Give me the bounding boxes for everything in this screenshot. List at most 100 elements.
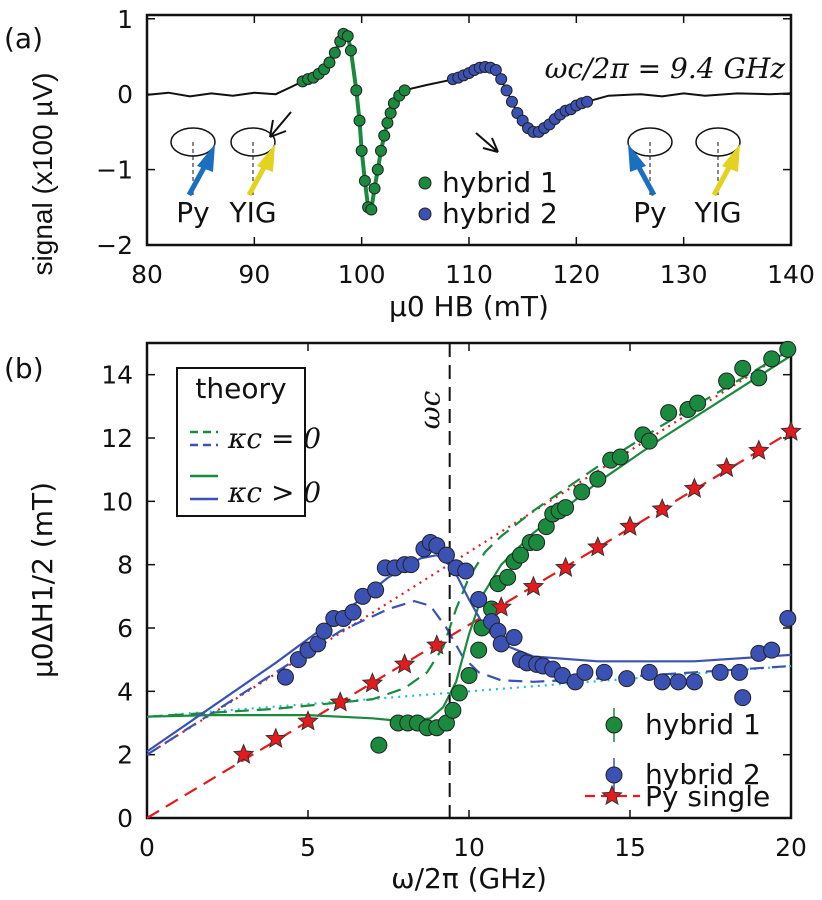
b-theory-legend-box (176, 367, 306, 517)
b-py-star (393, 653, 416, 674)
b-hybrid1-point (470, 641, 488, 659)
b-py-star (329, 691, 351, 712)
b-hybrid1-point (444, 701, 462, 719)
a-hybrid1-point (353, 114, 366, 127)
a-ytick-label: 1 (117, 5, 133, 34)
a-xtick-label: 130 (660, 260, 708, 289)
a-hybrid1-point (368, 182, 381, 195)
b-py-star (361, 672, 384, 693)
b-curve (146, 354, 792, 723)
b-legend-py-star (601, 784, 623, 806)
a-hybrid1-point (341, 30, 354, 43)
b-ytick-label: 10 (101, 487, 133, 516)
b-xtick-label: 10 (453, 833, 485, 862)
a-hybrid1-point (350, 84, 363, 97)
arrow-left-icon (269, 111, 292, 138)
b-hybrid2-point (505, 629, 523, 646)
a-legend-h2: hybrid 2 (442, 197, 558, 230)
b-hybrid1-point (611, 448, 629, 466)
b-py-star (619, 515, 641, 536)
b-hybrid1-point (370, 736, 388, 754)
a-hybrid2-point (581, 95, 594, 108)
b-py-star (554, 556, 577, 577)
b-hybrid2-point (640, 663, 658, 681)
b-hybrid2-point (779, 610, 797, 627)
b-xtick-label: 5 (300, 833, 316, 862)
a-ylabel: signal (x100 µV) (27, 73, 58, 276)
b-hybrid1-point (450, 684, 468, 702)
b-curve (146, 348, 792, 756)
b-hybrid1-point (640, 432, 658, 450)
b-hybrid1-point (499, 568, 517, 586)
a-ytick-label: −2 (96, 231, 133, 260)
a-xtick-label: 100 (338, 260, 386, 289)
a-xlabel: μ0 HB (mT) (389, 290, 549, 323)
b-hybrid2-point (685, 673, 703, 691)
b-ylabel: μ0ΔH1/2 (mT) (26, 482, 59, 678)
b-py-star (490, 596, 512, 617)
cartoon-right-py-arrowhead (628, 144, 646, 172)
a-xtick-label: 90 (238, 260, 270, 289)
b-py-star (522, 575, 545, 596)
a-hybrid2-point (500, 84, 513, 97)
a-legend-h2-marker (418, 207, 432, 221)
cartoon-left-py-label: Py (176, 196, 209, 229)
b-hybrid2-point (344, 603, 362, 621)
b-legend-label: Py single (645, 780, 770, 813)
b-theory-title: theory (195, 372, 286, 405)
a-hybrid1-point (344, 44, 357, 57)
b-hybrid1-point (557, 499, 575, 517)
b-hybrid2-point (315, 622, 333, 640)
a-hybrid2-point (495, 73, 508, 86)
b-theory-legend: theory κc = 0 κc > 0 (176, 367, 321, 517)
a-xtick-label: 80 (131, 260, 163, 289)
a-annotation: ωc/2π = 9.4 GHz (545, 52, 786, 85)
b-hybrid2-point (734, 689, 752, 707)
b-hybrid1-point (734, 359, 752, 377)
b-legend-label: hybrid 1 (645, 708, 761, 741)
b-xtick-label: 15 (614, 833, 646, 862)
b-hybrid1-point (689, 394, 707, 412)
b-hybrid2-point (402, 556, 420, 574)
b-ytick-label: 6 (117, 614, 133, 643)
b-hybrid2-point (576, 663, 594, 681)
b-hybrid1-point (660, 404, 678, 422)
cartoon-left-py-arrowhead (197, 144, 215, 172)
a-hybrid1-point (358, 174, 371, 187)
a-legend-h1-marker (418, 176, 432, 190)
b-xtick-label: 20 (775, 833, 807, 862)
b-hybrid2-point (763, 641, 781, 659)
panel-a-label: (a) (4, 22, 43, 55)
b-ytick-label: 4 (117, 677, 133, 706)
b-hybrid1-point (512, 546, 530, 564)
a-xtick-label: 110 (445, 260, 493, 289)
b-theory-k0: κc = 0 (227, 422, 321, 455)
b-ytick-label: 2 (117, 741, 133, 770)
b-theory-kpos: κc > 0 (227, 476, 321, 509)
b-hybrid1-point (573, 483, 591, 501)
b-py-star (748, 439, 770, 460)
b-hybrid1-point (718, 372, 736, 390)
cartoon-left-yig-arrowhead (257, 144, 275, 172)
b-legend-marker (605, 766, 623, 784)
b-py-star (232, 743, 255, 764)
b-hybrid2-point (367, 581, 385, 599)
b-omega-c-label: ωc (414, 390, 447, 429)
cartoon-left-yig-label: YIG (228, 196, 276, 229)
b-py-star (297, 710, 319, 731)
b-curve (146, 664, 792, 718)
b-hybrid1-point (589, 470, 607, 488)
a-hybrid1-point (365, 203, 378, 216)
b-py-star (683, 477, 706, 498)
b-curve (146, 430, 792, 819)
a-hybrid2-point (489, 64, 502, 77)
b-hybrid2-point (711, 663, 729, 681)
b-py-star (265, 727, 287, 748)
b-py-star (780, 420, 802, 441)
a-xtick-label: 120 (552, 260, 600, 289)
b-ytick-label: 0 (117, 804, 133, 833)
a-ytick-label: −1 (96, 156, 133, 185)
b-ytick-label: 14 (101, 361, 133, 390)
b-ytick-label: 8 (117, 551, 133, 580)
